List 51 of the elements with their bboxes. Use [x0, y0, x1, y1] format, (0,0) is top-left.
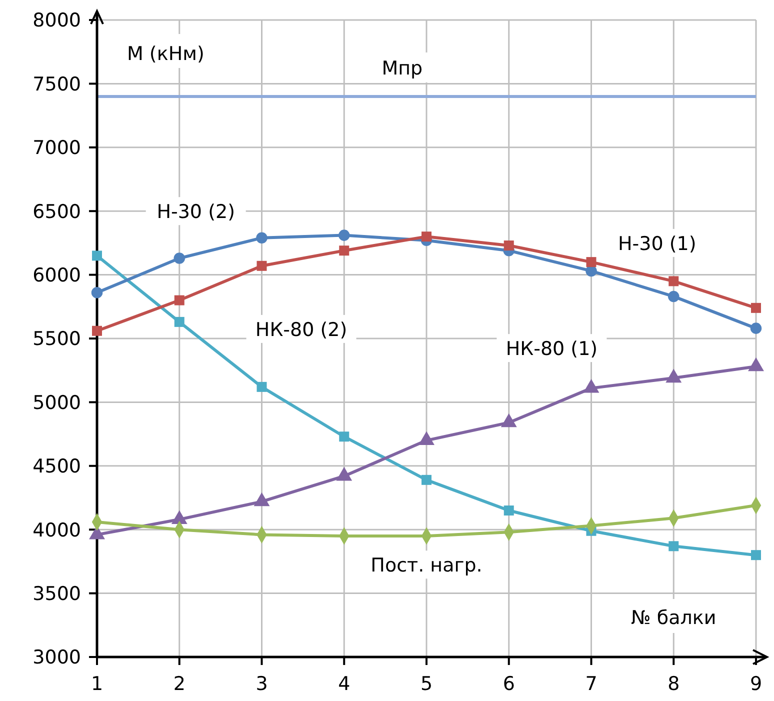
y-tick-label: 6500 [32, 200, 81, 223]
point [174, 316, 184, 327]
point [668, 290, 680, 302]
x-tick-label: 7 [585, 673, 598, 695]
point [338, 230, 350, 241]
y-tick-label: 4500 [32, 456, 81, 478]
series-label: НК-80 (1) [506, 338, 598, 360]
point [92, 326, 102, 336]
y-tick-label: 5500 [32, 328, 81, 350]
point [174, 295, 184, 306]
series-label: Пост. нагр. [370, 554, 482, 577]
x-axis-title: № балки [631, 607, 716, 629]
x-tick-label: 9 [750, 673, 762, 695]
ref-line-label: Мпр [382, 57, 423, 80]
x-tick-label: 4 [338, 673, 350, 695]
series-label: Н-30 (2) [156, 201, 235, 224]
y-tick-label: 5000 [32, 392, 81, 414]
point [256, 260, 267, 271]
x-tick-label: 2 [173, 673, 186, 695]
point [751, 550, 761, 560]
point [422, 232, 432, 242]
point [504, 240, 514, 250]
series-label: НК-80 (2) [255, 318, 348, 341]
point [422, 474, 432, 485]
y-tick-label: 7500 [32, 73, 81, 96]
x-tick-label: 8 [668, 673, 680, 695]
x-tick-label: 6 [502, 673, 515, 695]
point [256, 382, 267, 392]
point [668, 276, 679, 286]
point [174, 252, 186, 264]
y-tick-label: 3000 [32, 646, 81, 669]
y-tick-label: 4000 [32, 519, 81, 542]
y-tick-label: 6000 [32, 264, 81, 286]
point [751, 302, 761, 313]
point [339, 432, 350, 442]
point [504, 505, 514, 516]
x-tick-label: 1 [90, 673, 104, 695]
point [668, 541, 679, 552]
y-tick-label: 3500 [32, 582, 81, 605]
point [339, 246, 350, 256]
point [91, 287, 103, 298]
y-tick-label: 7000 [32, 137, 81, 160]
x-tick-label: 3 [256, 673, 268, 695]
point [256, 232, 268, 244]
point [586, 257, 596, 268]
series-label: Н-30 (1) [618, 232, 696, 255]
y-tick-label: 8000 [32, 10, 81, 32]
point [92, 250, 102, 261]
x-tick-label: 5 [420, 673, 433, 695]
y-axis-title: М (кНм) [127, 43, 204, 65]
point [750, 322, 762, 334]
